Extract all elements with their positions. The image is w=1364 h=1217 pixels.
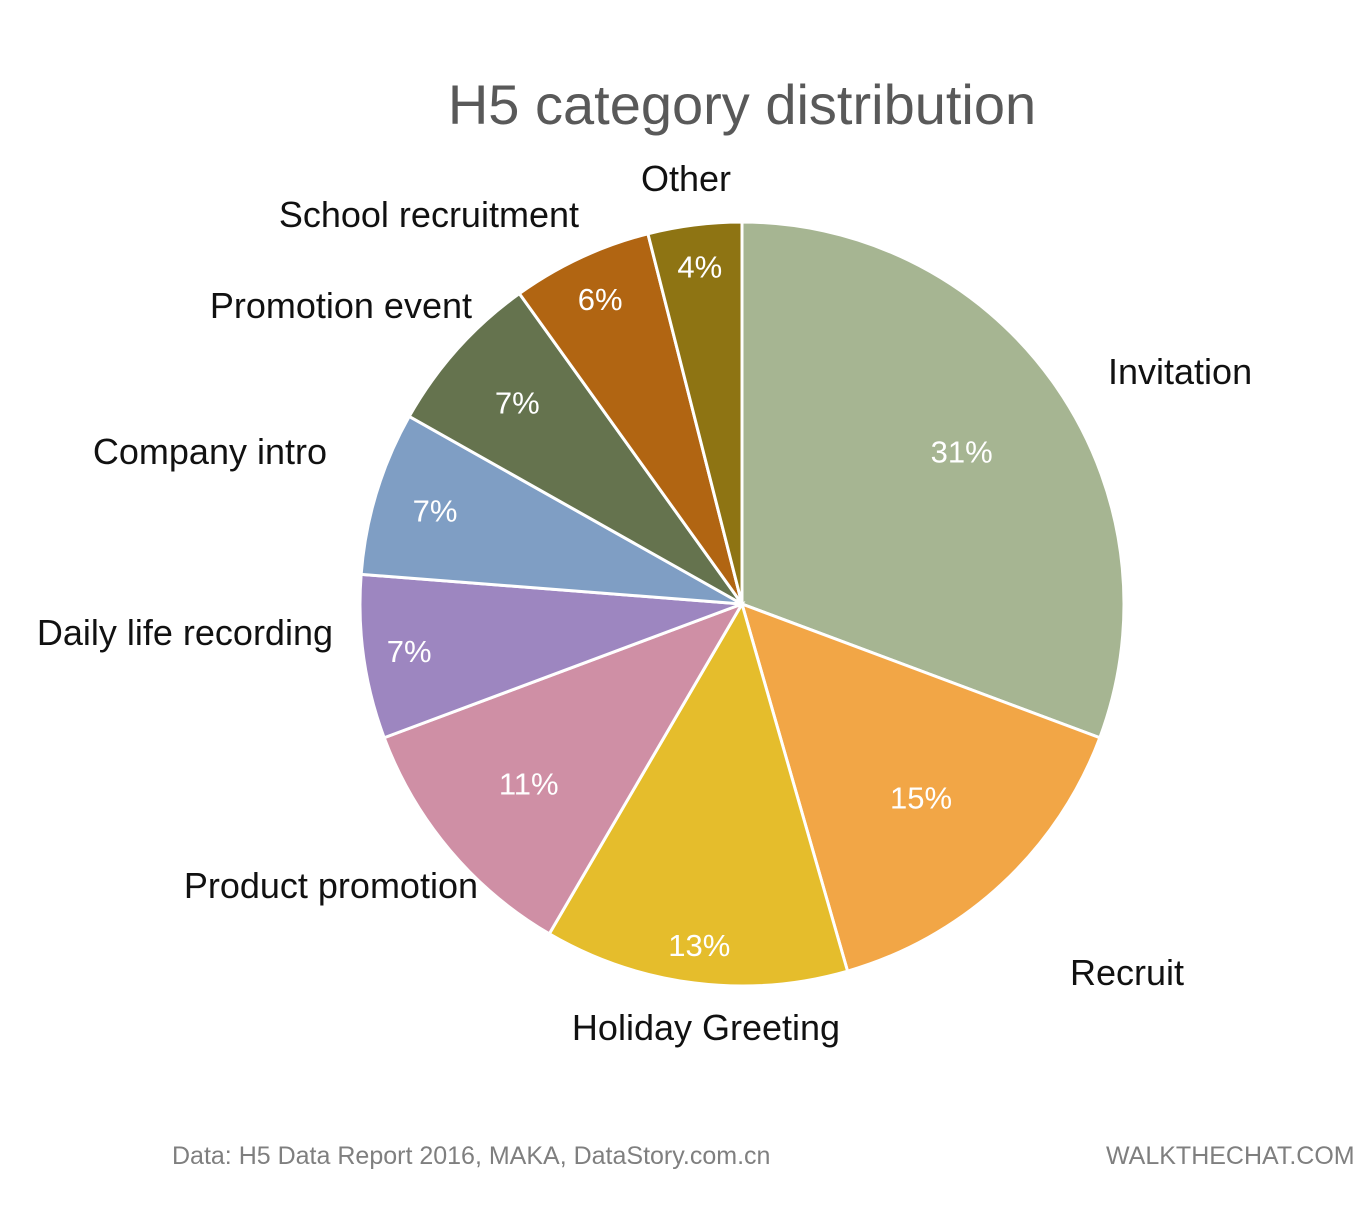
pie-slice-other [646, 220, 744, 605]
pie-slice-promotion-event [407, 291, 744, 606]
category-label: Invitation [1108, 351, 1252, 392]
chart-title: H5 category distribution [448, 73, 1036, 136]
category-label: Company intro [93, 431, 327, 472]
pie-slice-holiday-greeting [547, 600, 850, 988]
percent-label: 15% [890, 780, 952, 815]
percent-label: 6% [578, 282, 623, 317]
percent-labels: 31% 15% 13% 11% 7% 7% 7% 6% 4% [387, 250, 993, 963]
percent-label: 13% [668, 928, 730, 963]
pie-slices [358, 220, 1126, 988]
category-labels: Invitation Recruit Holiday Greeting Product… [37, 158, 1252, 1048]
percent-label: 31% [931, 435, 993, 470]
data-source-note: Data: H5 Data Report 2016, MAKA, DataSto… [172, 1142, 771, 1170]
percent-label: 11% [499, 767, 559, 802]
category-label: Promotion event [210, 285, 472, 326]
brand-watermark: WALKTHECHAT.COM [1106, 1142, 1355, 1170]
percent-label: 7% [495, 386, 540, 421]
percent-label: 4% [677, 250, 722, 285]
percent-label: 7% [387, 634, 432, 669]
category-label: Product promotion [184, 865, 478, 906]
pie-slice-product-promotion [382, 601, 746, 936]
pie-slice-school-recruitment [517, 231, 744, 605]
category-label: Other [641, 158, 731, 199]
category-label: Daily life recording [37, 612, 333, 653]
pie-slice-company-intro [359, 414, 743, 606]
percent-label: 7% [413, 494, 458, 529]
pie-slice-daily-life-recording [358, 572, 743, 740]
pie-slice-recruit [739, 601, 1102, 973]
category-label: Holiday Greeting [572, 1007, 840, 1048]
pie-slice-invitation [740, 220, 1126, 740]
category-label: School recruitment [279, 194, 579, 235]
category-label: Recruit [1070, 952, 1184, 993]
